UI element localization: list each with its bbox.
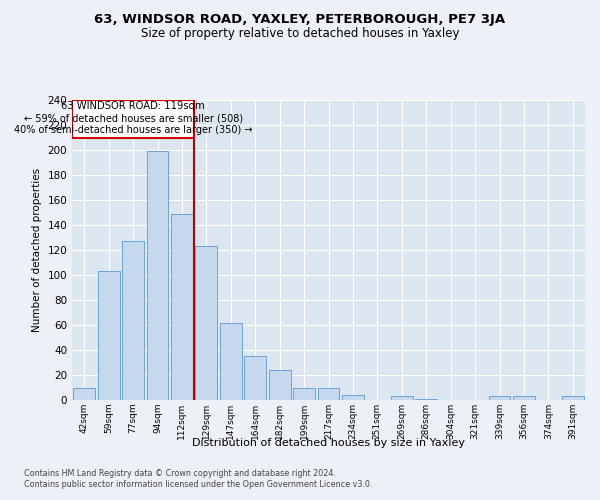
Bar — [513, 396, 535, 400]
Bar — [220, 322, 242, 400]
Bar — [415, 399, 437, 400]
Bar — [98, 271, 119, 400]
Bar — [196, 246, 217, 400]
Bar — [317, 388, 340, 400]
Bar — [488, 396, 511, 400]
Bar — [122, 242, 144, 400]
Bar — [269, 370, 290, 400]
Bar — [562, 396, 584, 400]
Bar — [342, 395, 364, 400]
Text: Contains HM Land Registry data © Crown copyright and database right 2024.: Contains HM Land Registry data © Crown c… — [24, 469, 336, 478]
Bar — [293, 388, 315, 400]
Bar — [171, 214, 193, 400]
Bar — [73, 388, 95, 400]
Text: Distribution of detached houses by size in Yaxley: Distribution of detached houses by size … — [193, 438, 466, 448]
Text: 63, WINDSOR ROAD, YAXLEY, PETERBOROUGH, PE7 3JA: 63, WINDSOR ROAD, YAXLEY, PETERBOROUGH, … — [94, 12, 506, 26]
Y-axis label: Number of detached properties: Number of detached properties — [32, 168, 42, 332]
Text: ← 59% of detached houses are smaller (508): ← 59% of detached houses are smaller (50… — [23, 113, 242, 123]
Bar — [391, 396, 413, 400]
Text: 63 WINDSOR ROAD: 119sqm: 63 WINDSOR ROAD: 119sqm — [61, 101, 205, 112]
Text: 40% of semi-detached houses are larger (350) →: 40% of semi-detached houses are larger (… — [14, 125, 253, 135]
Text: Contains public sector information licensed under the Open Government Licence v3: Contains public sector information licen… — [24, 480, 373, 489]
Text: Size of property relative to detached houses in Yaxley: Size of property relative to detached ho… — [141, 28, 459, 40]
FancyBboxPatch shape — [73, 100, 194, 138]
Bar — [146, 151, 169, 400]
Bar — [244, 356, 266, 400]
